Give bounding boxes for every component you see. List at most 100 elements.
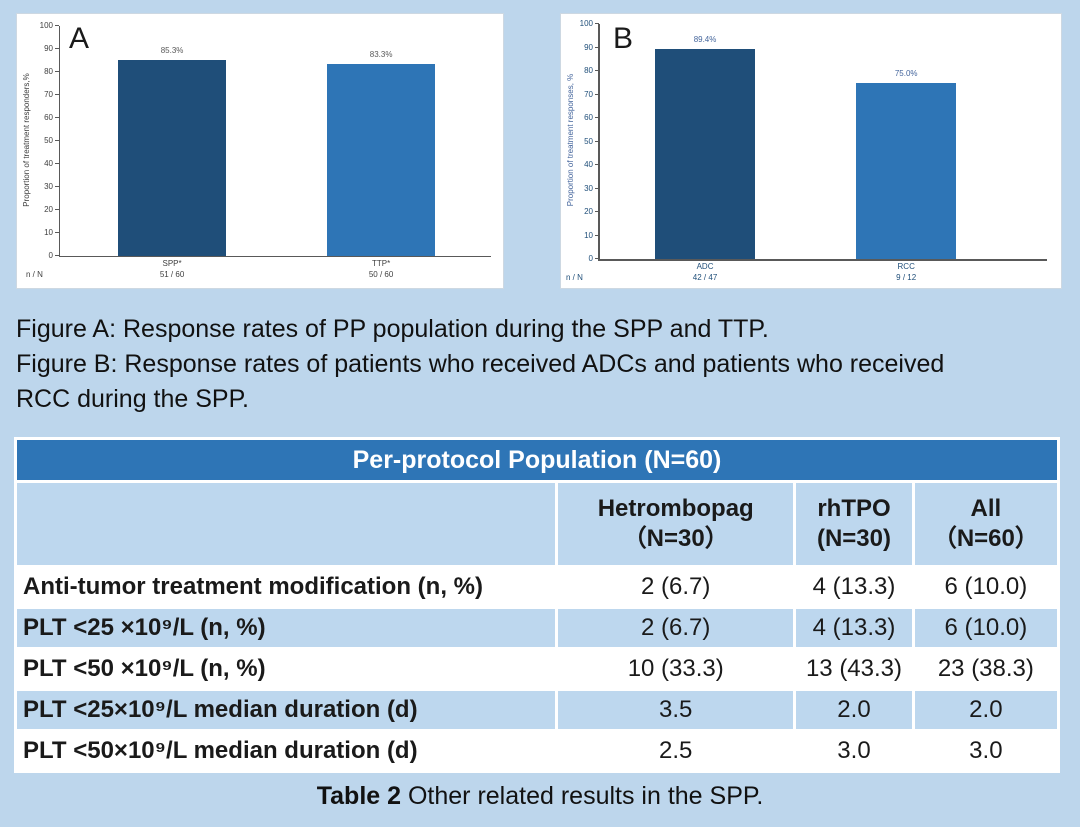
cell-rhtpo: 2.0 [796,691,912,729]
table-row: PLT <50×10⁹/L median duration (d) 2.5 3.0 3… [17,732,1057,770]
cell-all: 6 (10.0) [914,568,1057,606]
table-column-headers: Hetrombopag （N=30） rhTPO (N=30) All （N=60） [17,483,1057,565]
figure-b-caption: Figure B: Response rates of patients who… [16,350,945,413]
y-tick-mark [55,48,59,49]
y-tick-label: 60 [584,113,593,122]
y-tick-mark [55,255,59,256]
y-tick-label: 0 [48,251,53,260]
bar-value-label: 89.4% [693,34,717,44]
table-caption-number: Table 2 [316,782,402,810]
y-tick-label: 70 [44,90,53,99]
y-tick-mark [595,23,599,24]
x-category-label: ADC [696,262,714,271]
y-tick-mark [55,94,59,95]
y-tick-label: 10 [44,228,53,237]
n-over-N-label: n / N [26,270,43,279]
table-caption: Table 2 Other related results in the SPP… [0,782,1080,811]
y-tick-mark [595,117,599,118]
y-tick-mark [595,234,599,236]
column-header: rhTPO (N=30) [796,483,912,565]
y-tick-label: 90 [44,44,53,53]
chart-panel-a: A Proportion of treatment responders,% 0… [16,13,504,289]
y-tick-label: 70 [584,89,593,99]
n-over-N-label: n / N [566,273,583,282]
row-label: PLT <50×10⁹/L median duration (d) [17,732,556,770]
y-tick-label: 30 [584,183,593,193]
y-tick-label: 0 [588,254,593,263]
y-tick-label: 100 [579,19,593,28]
cell-hetrombopag: 2 (6.7) [558,609,794,647]
y-tick-mark [55,117,59,118]
cell-all: 3.0 [914,732,1057,770]
bar-ADC [654,48,756,259]
y-tick-mark [595,211,599,212]
table-row: Anti-tumor treatment modification (n, %)… [17,568,1057,606]
x-category-label: RCC [897,262,915,271]
row-label: Anti-tumor treatment modification (n, %) [17,568,556,606]
y-tick-mark [55,232,59,233]
column-header: All （N=60） [914,483,1057,565]
plot-area: 0 10 20 30 40 50 60 70 80 90 100 89.4% ADC 42 / 47 75.… [566,20,1047,282]
y-tick-label: 90 [584,42,593,52]
y-tick-label: 10 [584,230,593,240]
table-row: PLT <25 ×10⁹/L (n, %) 2 (6.7) 4 (13.3) 6 (1… [17,609,1057,647]
y-tick-label: 100 [39,21,53,30]
y-tick-mark [55,186,59,187]
y-tick-label: 30 [44,182,53,191]
y-tick-mark [55,163,59,164]
y-tick-label: 40 [584,160,593,169]
cell-hetrombopag: 2.5 [558,732,794,770]
panel-letter-b: B [613,22,634,55]
plot-area: 0 10 20 30 40 50 60 70 80 90 100 85.3% SPP* 51 / 60 83… [26,22,491,279]
bar-SPP [118,59,226,256]
y-tick-mark [55,140,59,141]
cell-rhtpo: 3.0 [796,732,912,770]
cell-hetrombopag: 2 (6.7) [558,568,794,606]
y-tick-mark [55,71,59,72]
y-tick-mark [595,93,599,95]
table-row: PLT <50 ×10⁹/L (n, %) 10 (33.3) 13 (43.3) 2… [17,650,1057,688]
y-tick-mark [595,187,599,189]
y-tick-mark [595,46,599,48]
column-header-empty [17,483,556,565]
cell-all: 2.0 [914,691,1057,729]
row-label: PLT <50 ×10⁹/L (n, %) [17,650,556,688]
bar-value-label: 75.0% [894,68,918,78]
table-title: Per-protocol Population (N=60) [17,440,1057,480]
y-tick-mark [595,258,599,259]
y-tick-label: 50 [44,136,53,145]
table-row: PLT <25×10⁹/L median duration (d) 3.5 2.0 2… [17,691,1057,729]
y-tick-label: 40 [44,159,53,168]
chart-panel-b: B Proportion of treatment responses, % 0… [560,13,1062,289]
cell-rhtpo: 4 (13.3) [796,609,912,647]
y-axis-label-b: Proportion of treatment responses, % [566,73,575,207]
y-tick-mark [595,140,599,142]
cell-all: 6 (10.0) [914,609,1057,647]
n-over-N-value: 50 / 60 [368,270,394,279]
n-over-N-value: 42 / 47 [692,273,718,282]
panel-letter-a: A [69,22,90,55]
row-label: PLT <25×10⁹/L median duration (d) [17,691,556,729]
cell-hetrombopag: 10 (33.3) [558,650,794,688]
cell-hetrombopag: 3.5 [558,691,794,729]
bar-value-label: 85.3% [160,45,184,55]
y-tick-label: 20 [44,205,53,214]
row-label: PLT <25 ×10⁹/L (n, %) [17,609,556,647]
results-table: Per-protocol Population (N=60) Hetrombop… [14,437,1060,773]
x-category-label: SPP* [162,259,182,268]
y-tick-label: 20 [584,207,593,216]
y-tick-label: 80 [44,67,53,76]
bar-RCC [855,82,957,259]
y-tick-mark [595,70,599,71]
y-tick-label: 80 [584,66,593,75]
n-over-N-value: 9 / 12 [896,273,917,282]
y-tick-label: 60 [44,113,53,122]
x-category-label: TTP* [371,259,391,268]
table-title-row: Per-protocol Population (N=60) [17,440,1057,480]
y-tick-mark [55,209,59,210]
cell-all: 23 (38.3) [914,650,1057,688]
figure-a-caption: Figure A: Response rates of PP populatio… [16,315,769,343]
y-tick-label: 50 [584,136,593,146]
table-caption-text: Other related results in the SPP. [401,782,764,810]
column-header: Hetrombopag （N=30） [558,483,794,565]
